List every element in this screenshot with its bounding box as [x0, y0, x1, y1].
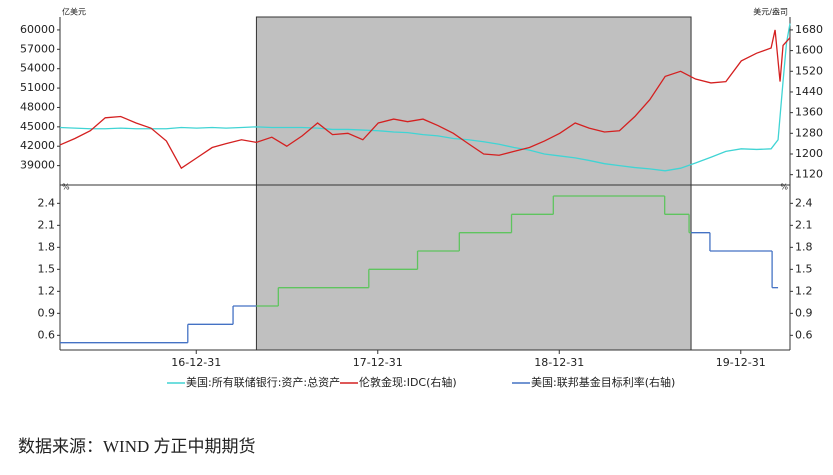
y2-tick-label: 0.6 [795, 328, 813, 341]
y2-tick-label: 0.9 [795, 306, 813, 319]
series-line [59, 29, 791, 170]
legend-label: 伦敦金现:IDC(右轴) [359, 375, 457, 389]
y2-tick-label: 1680 [795, 23, 823, 36]
y2-tick-label: 1440 [795, 85, 823, 98]
y-tick-label: 1.2 [38, 284, 56, 297]
x-tick-label: 18-12-31 [534, 356, 584, 369]
x-tick-label: 19-12-31 [716, 356, 766, 369]
y2-tick-label: 1.2 [795, 284, 813, 297]
y2-tick-label: 2.1 [795, 218, 813, 231]
y-tick-label: 42000 [20, 139, 55, 152]
legend-label: 美国:联邦基金目标利率(右轴) [531, 375, 675, 389]
series-line [59, 23, 791, 172]
y2-tick-label: 1200 [795, 147, 823, 160]
y-tick-label: 60000 [20, 23, 55, 36]
y-axis-label: % [62, 183, 70, 192]
y-tick-label: 1.8 [38, 240, 56, 253]
y2-tick-label: 1.8 [795, 240, 813, 253]
y-tick-label: 54000 [20, 62, 55, 75]
source: 数据来源：WIND 方正中期期货 [18, 437, 256, 456]
y-tick-label: 39000 [20, 159, 55, 172]
highlight-region [255, 16, 692, 351]
y-tick-label: 57000 [20, 42, 55, 55]
x-tick-label: 17-12-31 [353, 356, 403, 369]
x-tick-label: 16-12-31 [171, 356, 221, 369]
y-tick-label: 1.5 [38, 262, 56, 275]
y2-tick-label: 2.4 [795, 196, 813, 209]
y-tick-label: 0.6 [38, 328, 56, 341]
y-tick-label: 0.9 [38, 306, 56, 319]
y-tick-label: 45000 [20, 120, 55, 133]
y2-tick-label: 1.5 [795, 262, 813, 275]
y2-tick-label: 1520 [795, 64, 823, 77]
y2-tick-label: 1280 [795, 126, 823, 139]
y-tick-label: 51000 [20, 81, 55, 94]
y-tick-label: 48000 [20, 100, 55, 113]
y2-axis-label: % [780, 183, 788, 192]
y2-tick-label: 1120 [795, 168, 823, 181]
y-axis-label: 亿美元 [62, 7, 86, 17]
y-tick-label: 2.1 [38, 218, 56, 231]
y2-tick-label: 1360 [795, 106, 823, 119]
y2-tick-label: 1600 [795, 44, 823, 57]
legend-label: 美国:所有联储银行:资产:总资产 [186, 375, 340, 389]
y-tick-label: 2.4 [38, 196, 56, 209]
y2-axis-label: 美元/盎司 [753, 7, 788, 17]
